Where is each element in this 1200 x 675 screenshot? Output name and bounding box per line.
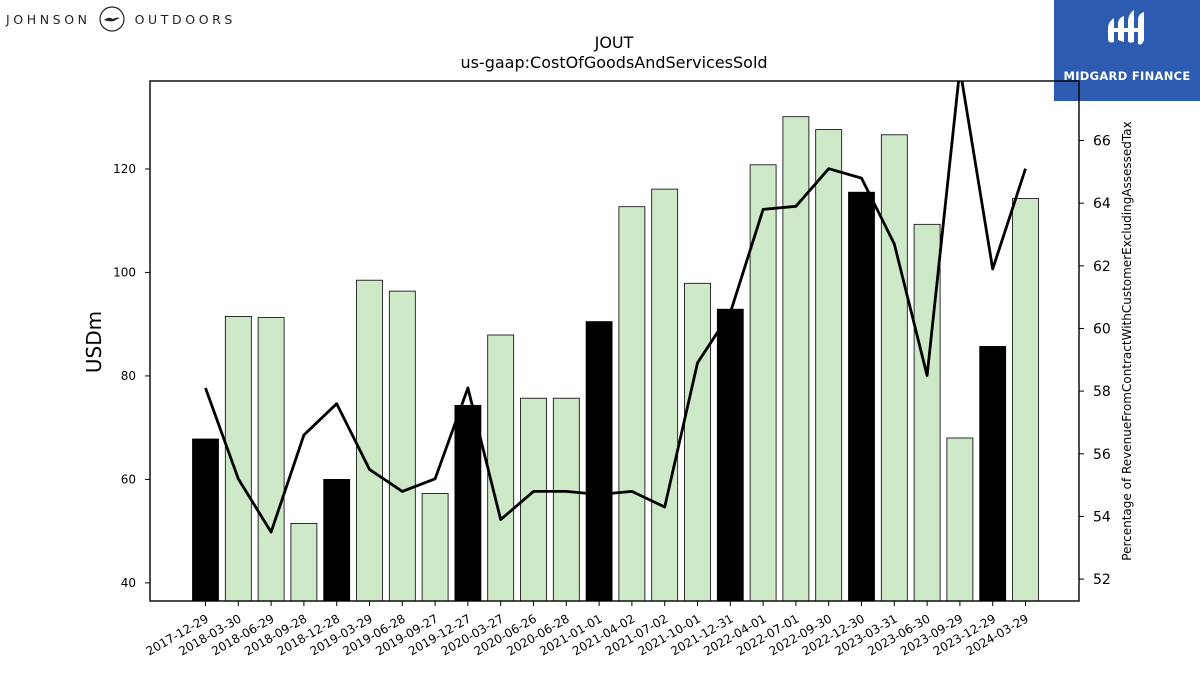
plot-frame <box>149 80 1080 602</box>
bar-2022-12-30 <box>848 191 875 602</box>
left-axis: 40 60 80 100 120 <box>113 162 150 590</box>
bird-emblem-icon <box>99 6 125 32</box>
y2-tick-label: 62 <box>1093 259 1111 275</box>
y2-axis-label: Percentage of RevenueFromContractWithCus… <box>1120 121 1134 560</box>
bar-2023-09-29 <box>946 437 974 602</box>
bar-2021-07-02 <box>651 188 679 602</box>
bar-2021-01-01 <box>585 321 613 602</box>
bar-2023-12-29 <box>979 345 1007 602</box>
bar-series <box>192 116 1039 602</box>
y-axis-label: USDm <box>82 311 106 373</box>
y-tick-label: 40 <box>121 576 136 590</box>
y-tick-label: 100 <box>113 265 136 279</box>
chart-subtitle: us-gaap:CostOfGoodsAndServicesSold <box>460 53 767 72</box>
y2-tick-label: 56 <box>1093 447 1111 463</box>
johnson-outdoors-logo: JOHNSON OUTDOORS <box>6 4 236 34</box>
bar-2018-09-28 <box>290 523 318 602</box>
y-tick-label: 120 <box>113 162 136 176</box>
bar-2019-03-29 <box>356 279 383 602</box>
bar-2023-03-31 <box>880 134 908 602</box>
bar-2018-12-28 <box>323 478 351 602</box>
y2-tick-label: 60 <box>1093 321 1111 337</box>
bar-2021-12-31 <box>716 308 744 602</box>
y2-tick-label: 58 <box>1093 384 1111 400</box>
logo-word-johnson: JOHNSON <box>6 11 91 27</box>
bar-2021-10-01 <box>684 282 711 602</box>
bar-2020-06-28 <box>552 397 580 602</box>
bar-2024-03-29 <box>1012 198 1039 602</box>
midgard-finance-name: MIDGARD FINANCE <box>1063 69 1191 83</box>
y2-tick-label: 52 <box>1093 572 1111 588</box>
bar-2022-04-01 <box>749 164 777 602</box>
y2-tick-label: 54 <box>1093 509 1111 525</box>
midgard-emblem-icon <box>1108 10 1144 45</box>
bar-2019-09-27 <box>421 492 449 602</box>
bar-2019-12-27 <box>454 404 482 602</box>
bar-2022-07-01 <box>782 116 810 602</box>
percentage-line <box>204 81 1027 534</box>
bar-2017-12-29 <box>192 438 219 602</box>
chart-title: JOUT <box>594 33 634 52</box>
y2-tick-label: 66 <box>1093 134 1111 150</box>
line-series <box>204 81 1027 534</box>
bar-2018-03-30 <box>224 315 252 602</box>
x-axis: 2017-12-292018-03-302018-06-292018-09-28… <box>144 601 1031 658</box>
bar-2021-04-02 <box>618 206 646 602</box>
y2-tick-label: 64 <box>1093 196 1111 212</box>
y-tick-label: 80 <box>121 369 136 383</box>
bar-2019-06-28 <box>388 290 416 602</box>
logo-word-outdoors: OUTDOORS <box>134 11 236 27</box>
bar-2022-09-30 <box>815 129 843 602</box>
bar-2020-03-27 <box>487 334 515 602</box>
midgard-finance-logo: MIDGARD FINANCE <box>1054 0 1200 101</box>
right-axis: 52 54 56 58 60 62 64 66 <box>1079 134 1111 588</box>
y-tick-label: 60 <box>121 472 136 486</box>
bar-2018-06-29 <box>257 317 285 602</box>
